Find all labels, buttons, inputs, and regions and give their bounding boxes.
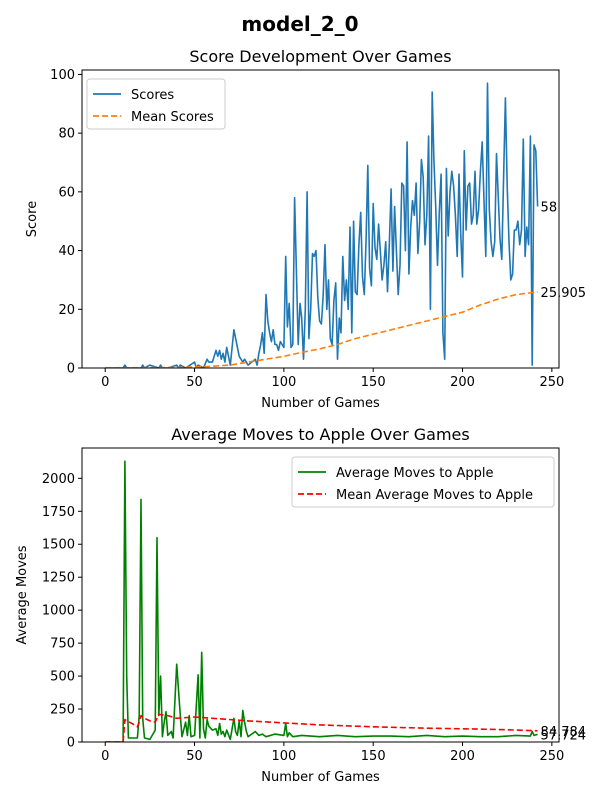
score-x-tick-label: 100 — [271, 375, 296, 390]
moves-chart: Average Moves to Apple Over Games 57.7248… — [15, 425, 586, 785]
moves-x-tick-label: 250 — [539, 749, 564, 764]
score-y-tick-label: 40 — [58, 244, 75, 259]
moves-legend: Average Moves to Apple Mean Average Moves… — [291, 456, 555, 508]
figure-title: model_2_0 — [241, 12, 359, 36]
moves-y-tick-label: 1750 — [42, 505, 75, 520]
moves-series-1-end-label: 57.724 — [541, 728, 587, 743]
score-x-tick-label: 200 — [450, 375, 475, 390]
moves-x-tick-label: 200 — [450, 749, 475, 764]
score-x-tick-label: 150 — [361, 375, 386, 390]
moves-legend-label-2: Mean Average Moves to Apple — [336, 488, 533, 503]
moves-y-tick-label: 500 — [50, 670, 75, 685]
moves-x-tick-label: 50 — [186, 749, 203, 764]
score-x-tick-label: 50 — [186, 375, 203, 390]
moves-x-tick-label: 0 — [101, 749, 109, 764]
moves-axes-frame — [81, 447, 560, 743]
moves-y-tick-label: 1500 — [42, 538, 75, 553]
score-y-tick-label: 100 — [50, 68, 75, 83]
score-chart-title: Score Development Over Games — [189, 47, 451, 66]
score-y-axis-label: Score — [25, 201, 40, 237]
moves-legend-box — [291, 456, 555, 508]
moves-series-2-line — [105, 713, 538, 742]
moves-y-tick-label: 750 — [50, 637, 75, 652]
score-legend: Scores Mean Scores — [86, 78, 226, 130]
score-axes-frame — [81, 69, 560, 369]
score-legend-box — [86, 78, 226, 130]
moves-series-1-line — [105, 460, 538, 742]
score-y-tick-label: 0 — [67, 362, 75, 377]
score-series-1-end-label: 58 — [541, 201, 558, 216]
moves-y-tick-label: 250 — [50, 703, 75, 718]
moves-y-tick-label: 0 — [67, 736, 75, 751]
score-y-tick-label: 80 — [58, 127, 75, 142]
moves-y-tick-label: 1000 — [42, 604, 75, 619]
score-legend-label-1: Scores — [131, 88, 174, 103]
score-y-tick-label: 20 — [58, 303, 75, 318]
score-y-tick-label: 60 — [58, 185, 75, 200]
moves-y-axis-label: Average Moves — [15, 545, 30, 644]
score-x-tick-label: 250 — [539, 375, 564, 390]
score-series-2-end-label: 25.905 — [541, 286, 587, 301]
moves-y-tick-label: 2000 — [42, 472, 75, 487]
score-chart: Score Development Over Games 58 25.905 0 50 1… — [25, 47, 586, 411]
score-series-2-line — [105, 291, 538, 368]
moves-x-axis-label: Number of Games — [261, 770, 380, 785]
moves-chart-title: Average Moves to Apple Over Games — [171, 425, 469, 444]
moves-legend-label-1: Average Moves to Apple — [336, 466, 493, 481]
score-x-tick-label: 0 — [101, 375, 109, 390]
moves-series-2-end-label: 84.784 — [541, 725, 587, 740]
score-legend-label-2: Mean Scores — [131, 110, 214, 125]
score-series-1-line — [105, 82, 539, 368]
moves-x-tick-label: 150 — [361, 749, 386, 764]
moves-y-tick-label: 1250 — [42, 571, 75, 586]
score-x-axis-label: Number of Games — [261, 396, 380, 411]
moves-x-tick-label: 100 — [271, 749, 296, 764]
